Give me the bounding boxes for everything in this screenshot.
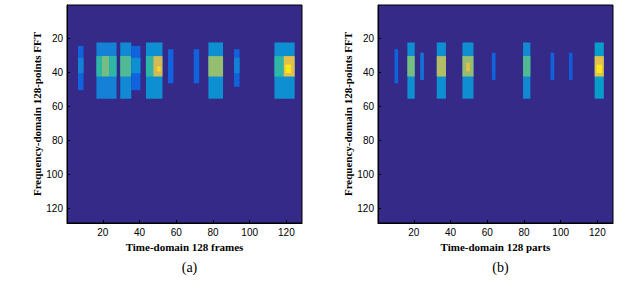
svg-text:20: 20 bbox=[363, 33, 375, 44]
svg-text:80: 80 bbox=[207, 227, 219, 238]
svg-text:120: 120 bbox=[278, 227, 295, 238]
svg-text:Frequency-domain 128-points FF: Frequency-domain 128-points FFT bbox=[31, 31, 43, 196]
svg-text:40: 40 bbox=[134, 227, 146, 238]
svg-text:100: 100 bbox=[241, 227, 258, 238]
svg-text:20: 20 bbox=[408, 227, 420, 238]
svg-text:80: 80 bbox=[363, 135, 375, 146]
svg-text:(b): (b) bbox=[492, 260, 509, 276]
svg-text:60: 60 bbox=[482, 227, 494, 238]
svg-text:60: 60 bbox=[363, 101, 375, 112]
svg-text:120: 120 bbox=[357, 203, 374, 214]
svg-text:Time-domain 128 parts: Time-domain 128 parts bbox=[441, 241, 552, 253]
svg-text:Time-domain 128 frames: Time-domain 128 frames bbox=[126, 241, 244, 253]
svg-text:120: 120 bbox=[589, 227, 606, 238]
svg-text:Frequency-domain 128-points FF: Frequency-domain 128-points FFT bbox=[342, 31, 354, 196]
svg-text:100: 100 bbox=[552, 227, 569, 238]
svg-text:20: 20 bbox=[52, 33, 64, 44]
svg-text:20: 20 bbox=[97, 227, 109, 238]
svg-text:60: 60 bbox=[52, 101, 64, 112]
svg-text:100: 100 bbox=[357, 169, 374, 180]
svg-text:(a): (a) bbox=[182, 260, 198, 276]
svg-text:80: 80 bbox=[52, 135, 64, 146]
svg-text:40: 40 bbox=[52, 67, 64, 78]
svg-text:100: 100 bbox=[46, 169, 63, 180]
svg-text:60: 60 bbox=[171, 227, 183, 238]
svg-text:40: 40 bbox=[363, 67, 375, 78]
svg-text:40: 40 bbox=[445, 227, 457, 238]
svg-text:120: 120 bbox=[46, 203, 63, 214]
svg-text:80: 80 bbox=[518, 227, 530, 238]
